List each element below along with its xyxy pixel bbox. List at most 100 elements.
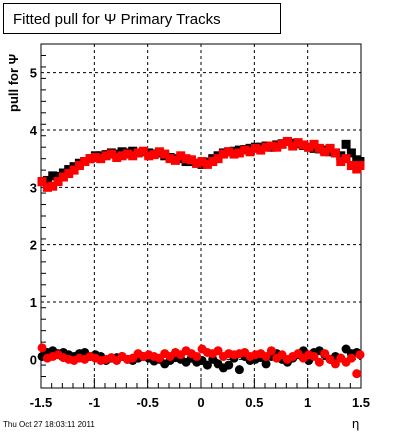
data-point-circle bbox=[346, 353, 356, 363]
x-tick-label: 1.5 bbox=[352, 395, 370, 410]
y-tick-label: 0 bbox=[30, 352, 37, 367]
data-point-square bbox=[64, 169, 74, 179]
data-point-square bbox=[261, 142, 271, 152]
data-point-square bbox=[266, 141, 276, 151]
data-point-square bbox=[346, 161, 356, 171]
data-point-circle bbox=[37, 343, 47, 353]
data-point-circle bbox=[213, 346, 223, 356]
data-point-square bbox=[355, 161, 365, 171]
y-tick-label: 1 bbox=[30, 295, 37, 310]
data-point-square bbox=[202, 159, 212, 169]
data-point-square bbox=[96, 154, 106, 164]
timestamp-footer: Thu Oct 27 18:03:11 2011 bbox=[3, 420, 95, 429]
data-point-square bbox=[277, 139, 287, 149]
x-tick-label: 0 bbox=[197, 395, 204, 410]
data-point-square bbox=[53, 171, 63, 181]
data-point-square bbox=[133, 148, 143, 158]
data-point-square bbox=[341, 154, 351, 164]
data-point-square bbox=[128, 151, 138, 161]
data-point-square bbox=[117, 151, 127, 161]
data-point-square bbox=[309, 139, 319, 149]
data-point-square bbox=[325, 143, 335, 153]
data-point-square bbox=[181, 154, 191, 164]
data-point-square bbox=[346, 148, 356, 158]
data-point-square bbox=[48, 181, 58, 191]
data-point-square bbox=[165, 154, 175, 164]
data-point-square bbox=[170, 155, 180, 165]
data-point-square bbox=[330, 148, 340, 158]
data-point-square bbox=[336, 157, 346, 167]
data-point-square bbox=[53, 177, 63, 187]
x-axis-label: η bbox=[352, 416, 360, 431]
x-tick-label: 0.5 bbox=[245, 395, 263, 410]
data-point-square bbox=[245, 147, 255, 157]
data-point-square bbox=[197, 157, 207, 167]
data-point-square bbox=[128, 146, 138, 156]
data-point-square bbox=[58, 172, 68, 182]
data-point-square bbox=[192, 158, 202, 168]
data-point-square bbox=[304, 142, 314, 152]
data-point-square bbox=[293, 138, 303, 148]
data-point-square bbox=[314, 143, 324, 153]
data-point-square bbox=[80, 157, 90, 167]
y-tick-label: 4 bbox=[30, 123, 38, 138]
data-point-square bbox=[176, 151, 186, 161]
data-point-circle bbox=[320, 349, 330, 359]
x-tick-label: -1 bbox=[89, 395, 101, 410]
data-point-square bbox=[240, 145, 250, 155]
data-point-square bbox=[213, 154, 223, 164]
data-point-circle bbox=[192, 351, 202, 361]
data-point-square bbox=[112, 153, 122, 163]
data-point-square bbox=[48, 171, 58, 181]
data-point-circle bbox=[330, 359, 340, 369]
data-point-square bbox=[234, 148, 244, 158]
data-point-circle bbox=[309, 351, 319, 361]
plot-area bbox=[41, 44, 361, 388]
data-point-square bbox=[208, 157, 218, 167]
data-point-circle bbox=[261, 359, 271, 369]
data-point-circle bbox=[224, 360, 234, 370]
title-box: Fitted pull for Ψ Primary Tracks bbox=[3, 3, 281, 34]
data-point-square bbox=[288, 141, 298, 151]
y-tick-label: 5 bbox=[30, 66, 37, 81]
data-point-square bbox=[122, 149, 132, 159]
data-point-square bbox=[282, 136, 292, 146]
y-tick-label: 3 bbox=[30, 180, 37, 195]
data-point-circle bbox=[261, 351, 271, 361]
data-point-square bbox=[256, 145, 266, 155]
data-point-square bbox=[144, 151, 154, 161]
data-point-square bbox=[138, 146, 148, 156]
data-point-square bbox=[85, 154, 95, 164]
x-tick-label: -0.5 bbox=[136, 395, 158, 410]
data-point-square bbox=[186, 155, 196, 165]
data-point-square bbox=[149, 150, 159, 160]
data-point-circle bbox=[355, 350, 365, 360]
chart-title: Fitted pull for Ψ Primary Tracks bbox=[13, 11, 221, 28]
y-tick-label: 2 bbox=[30, 238, 37, 253]
data-point-square bbox=[320, 147, 330, 157]
data-point-square bbox=[106, 149, 116, 159]
data-point-square bbox=[42, 182, 52, 192]
data-point-circle bbox=[352, 369, 362, 379]
data-point-circle bbox=[314, 357, 324, 367]
data-point-square bbox=[37, 177, 47, 187]
data-point-square bbox=[69, 165, 79, 175]
data-point-circle bbox=[234, 365, 244, 375]
data-point-square bbox=[218, 149, 228, 159]
data-point-square bbox=[229, 149, 239, 159]
data-point-square bbox=[336, 151, 346, 161]
y-axis-label: pull for Ψ bbox=[6, 53, 21, 112]
x-tick-label: 1 bbox=[304, 395, 311, 410]
data-point-square bbox=[90, 153, 100, 163]
data-point-square bbox=[42, 175, 52, 185]
data-point-square bbox=[341, 139, 351, 149]
data-point-square bbox=[101, 151, 111, 161]
data-point-square bbox=[272, 142, 282, 152]
data-point-square bbox=[250, 143, 260, 153]
data-point-square bbox=[160, 149, 170, 159]
x-tick-label: -1.5 bbox=[30, 395, 52, 410]
data-point-circle bbox=[266, 346, 276, 356]
data-point-square bbox=[154, 147, 164, 157]
data-point-square bbox=[74, 161, 84, 171]
